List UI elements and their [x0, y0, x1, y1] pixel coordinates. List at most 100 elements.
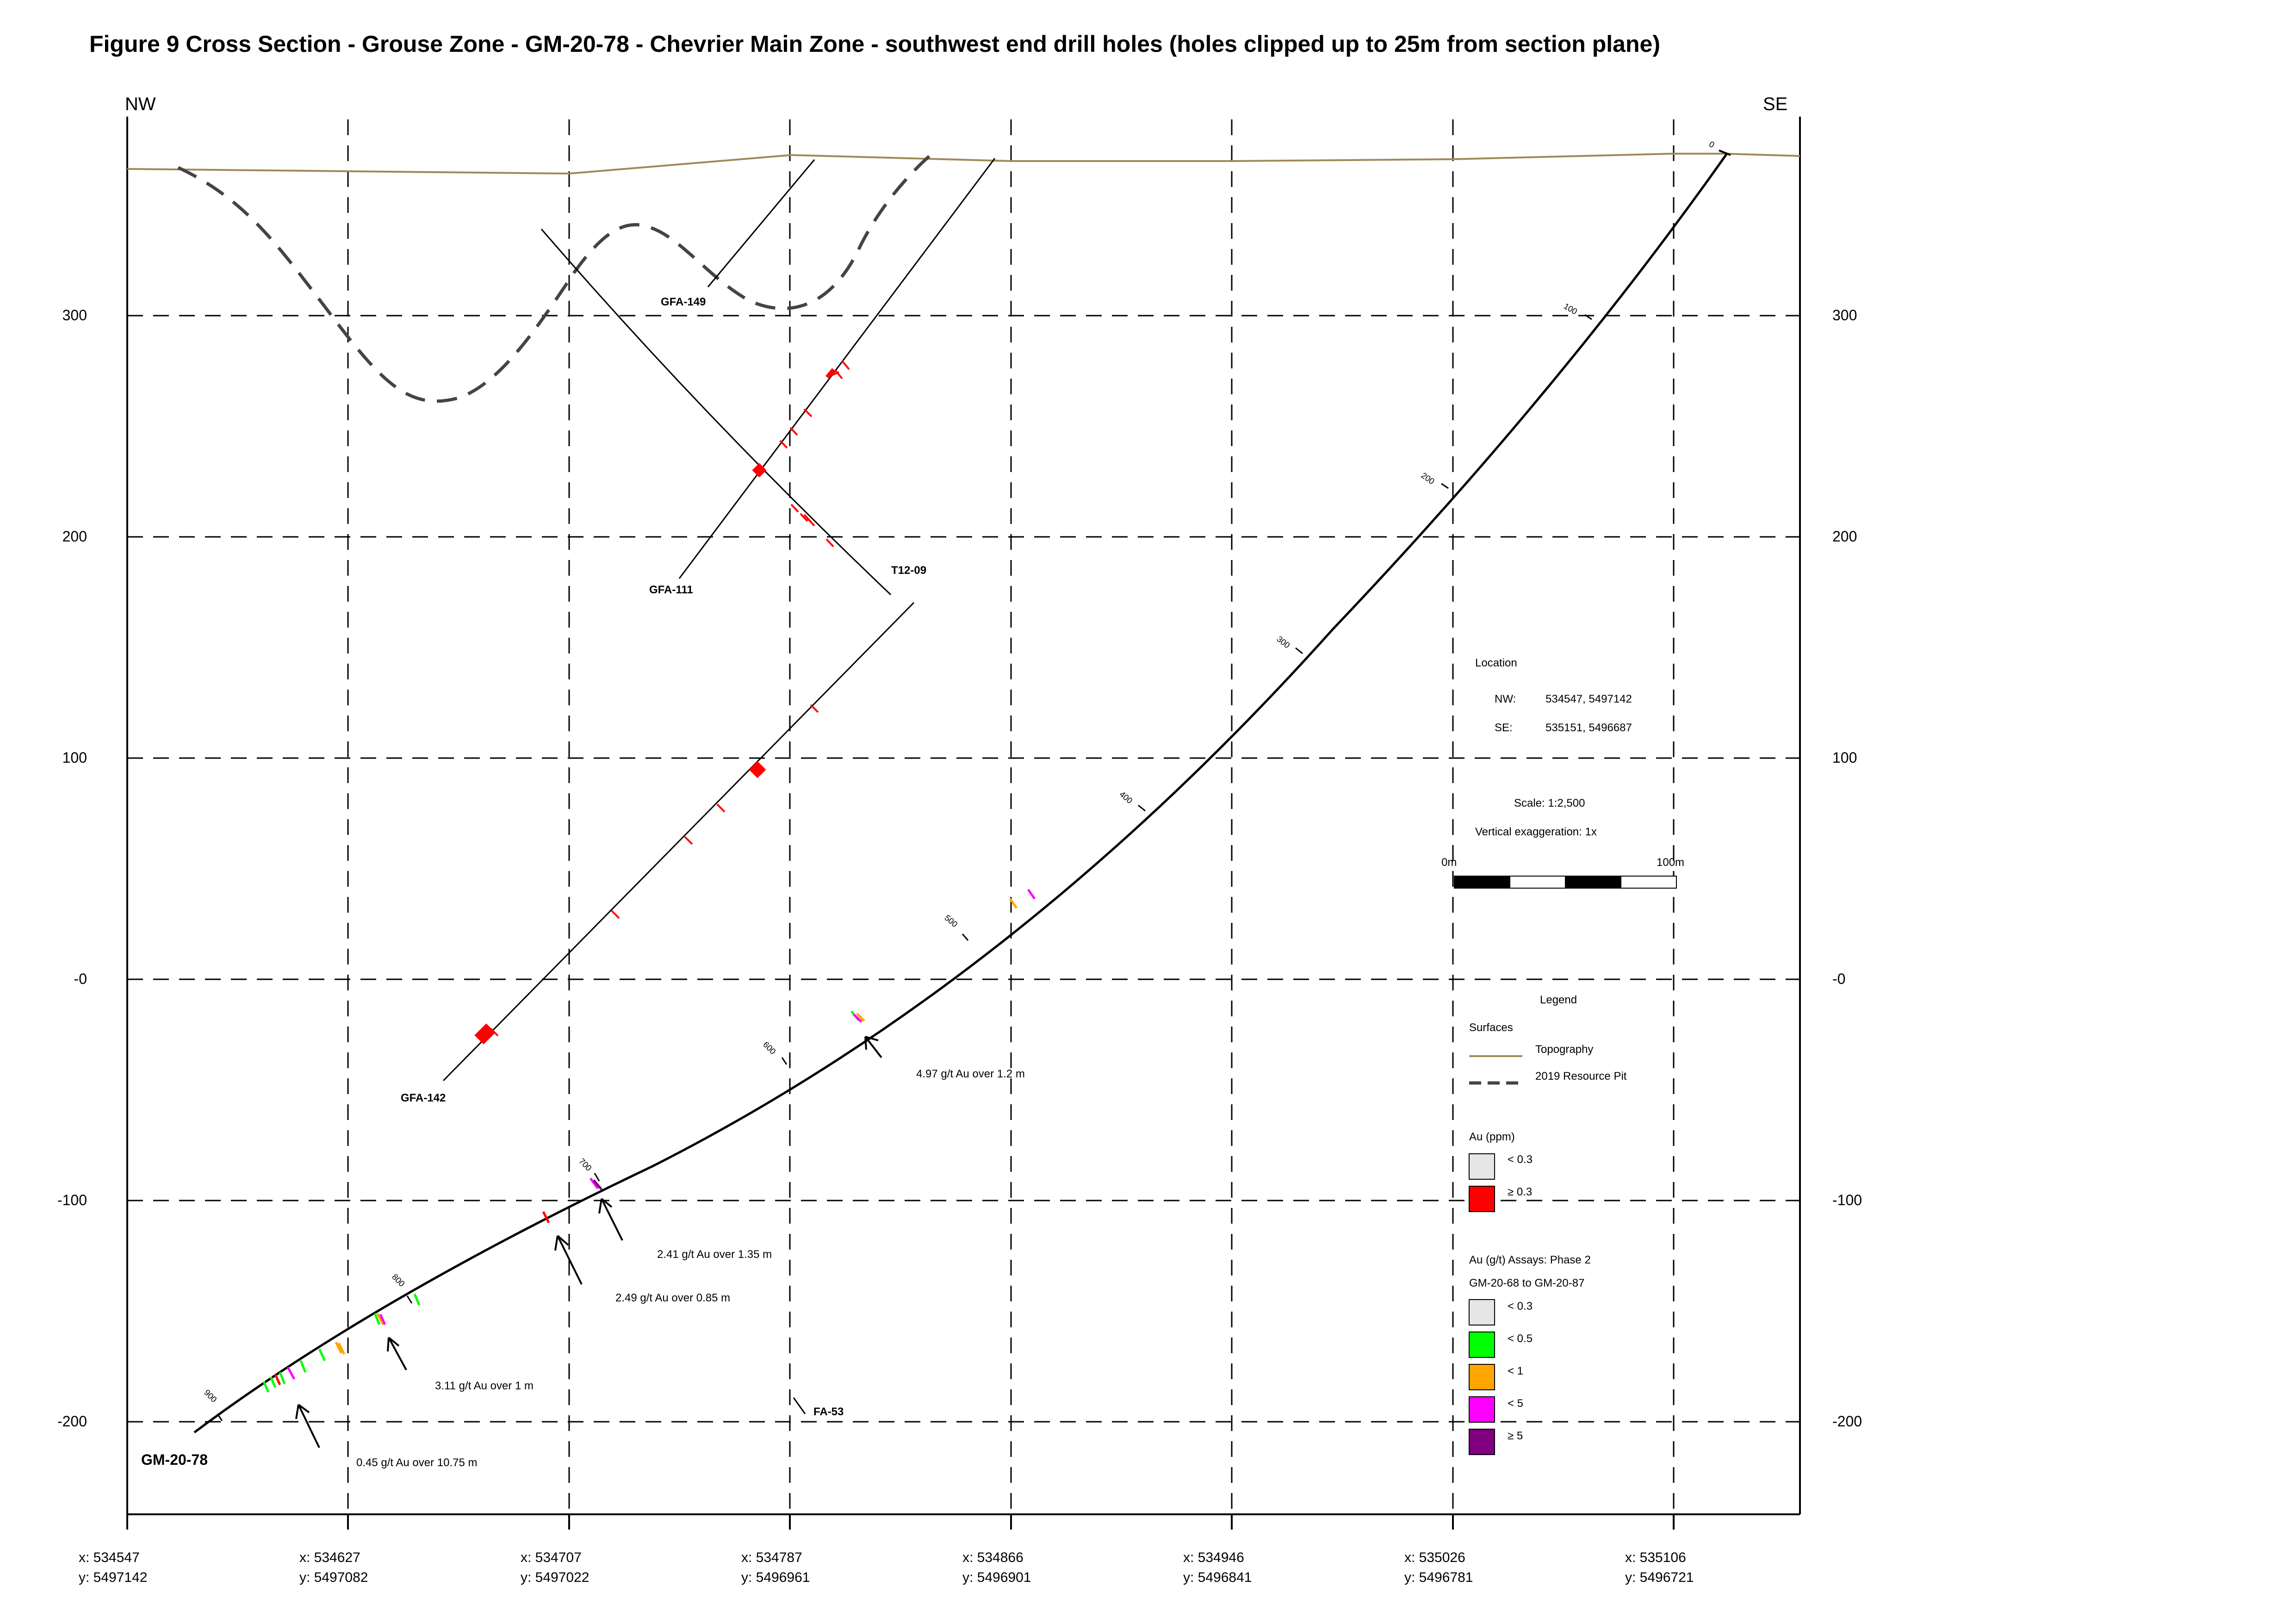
easting-x-label: x: 534866	[962, 1550, 1024, 1565]
legend-swatch	[1469, 1153, 1495, 1180]
elevation-label: -200	[57, 1413, 87, 1430]
easting-x-label: x: 534787	[741, 1550, 802, 1565]
location-heading: Location	[1475, 657, 1517, 669]
elevation-label: 300	[1832, 307, 1857, 324]
collar-tick-gm-20-78	[1719, 149, 1731, 156]
depth-label: 800	[390, 1272, 406, 1288]
depth-label: 300	[1275, 634, 1292, 650]
depth-label: 900	[202, 1388, 218, 1404]
legend-item-label: < 0.5	[1508, 1332, 1533, 1345]
elevation-label: 200	[62, 528, 87, 545]
elevation-labels-right: 300 200 100 -0 -100 -200	[1832, 307, 1862, 1430]
assay-block	[474, 1023, 496, 1045]
hole-label-gm-20-78: GM-20-78	[141, 1451, 208, 1468]
legend-item-label: < 0.3	[1508, 1300, 1533, 1313]
location-nw-label: NW:	[1495, 693, 1516, 705]
direction-se: SE	[1763, 94, 1787, 114]
easting-x-label: x: 535026	[1404, 1550, 1465, 1565]
elevation-label: -200	[1832, 1413, 1862, 1430]
assay-intervals-phase-2	[262, 889, 1036, 1393]
elevation-label: -100	[57, 1192, 87, 1208]
drill-hole-traces	[193, 149, 1731, 1434]
legend-swatch	[1469, 1332, 1495, 1358]
easting-labels: x: 534547 y: 5497142 x: 534627 y: 549708…	[79, 1550, 1694, 1585]
easting-x-label: x: 535106	[1625, 1550, 1686, 1565]
legend-swatch	[1469, 1299, 1495, 1325]
scale-end-label: 100m	[1657, 856, 1684, 869]
easting-y-label: y: 5497022	[521, 1570, 589, 1585]
assay-block	[825, 368, 836, 379]
legend-swatch	[1469, 1364, 1495, 1390]
legend-assay-heading: Au (g/t) Assays: Phase 2	[1469, 1254, 1591, 1266]
legend-pit-label: 2019 Resource Pit	[1535, 1070, 1627, 1083]
depth-labels: 0 100 200 300 400 500 600 700 800 900	[202, 139, 1716, 1404]
section-frame	[126, 117, 1801, 1515]
easting-y-label: y: 5497082	[299, 1570, 368, 1585]
elevation-gridlines	[127, 315, 1800, 1423]
elevation-label: -0	[1832, 971, 1845, 987]
depth-label: 700	[577, 1157, 593, 1173]
legend-assay-subheading: GM-20-68 to GM-20-87	[1469, 1277, 1584, 1289]
elevation-label: 100	[62, 749, 87, 766]
hole-trace-gfa-149	[707, 159, 815, 287]
arrow-icon	[864, 1036, 882, 1058]
direction-nw: NW	[125, 94, 156, 114]
scale-panel: Scale: 1:2,500 Vertical exaggeration: 1x…	[1441, 797, 1684, 889]
intercept-annotation: 0.45 g/t Au over 10.75 m	[356, 1456, 478, 1469]
legend-topography-label: Topography	[1535, 1043, 1593, 1056]
location-se-value: 535151, 5496687	[1545, 722, 1632, 734]
scale-text: Scale: 1:2,500	[1514, 797, 1585, 809]
hole-trace-t12-09	[540, 229, 892, 596]
legend-item-label: < 5	[1508, 1397, 1523, 1410]
legend-swatch	[1469, 1429, 1495, 1455]
elevation-labels-left: 300 200 100 -0 -100 -200	[57, 307, 87, 1430]
location-se-label: SE:	[1495, 722, 1513, 734]
intercept-annotation: 2.41 g/t Au over 1.35 m	[657, 1248, 772, 1261]
easting-y-label: y: 5496721	[1625, 1570, 1694, 1585]
legend-panel: Legend Surfaces Topography 2019 Resource…	[1469, 994, 1627, 1455]
legend-surfaces-heading: Surfaces	[1469, 1021, 1513, 1034]
scale-start-label: 0m	[1441, 856, 1457, 869]
hole-label-fa-53: FA-53	[813, 1406, 844, 1418]
assay-block	[749, 761, 766, 778]
arrow-icon	[554, 1235, 583, 1285]
legend-heading: Legend	[1540, 994, 1577, 1006]
vertical-exaggeration: Vertical exaggeration: 1x	[1475, 826, 1597, 838]
intercept-arrows	[295, 1036, 882, 1448]
topography-line	[127, 153, 1800, 175]
location-panel: Location NW: 534547, 5497142 SE: 535151,…	[1475, 657, 1632, 734]
elevation-label: 100	[1832, 749, 1857, 766]
intercept-annotation: 4.97 g/t Au over 1.2 m	[916, 1068, 1025, 1080]
hole-trace-gfa-111	[678, 158, 996, 579]
hole-trace-gm-20-78	[193, 153, 1728, 1434]
resource-pit-outline	[177, 154, 931, 403]
arrow-icon	[598, 1198, 623, 1241]
easting-x-label: x: 534707	[521, 1550, 582, 1565]
hole-label-gfa-149: GFA-149	[661, 296, 706, 308]
legend-item-label: < 1	[1508, 1365, 1523, 1377]
elevation-label: -100	[1832, 1192, 1862, 1208]
location-nw-value: 534547, 5497142	[1545, 693, 1632, 705]
elevation-label: -0	[74, 971, 87, 987]
hole-label-gfa-111: GFA-111	[649, 584, 693, 596]
easting-x-label: x: 534547	[79, 1550, 140, 1565]
legend-au-ppm-heading: Au (ppm)	[1469, 1131, 1515, 1143]
hole-label-t12-09: T12-09	[891, 564, 926, 577]
hole-label-gfa-142: GFA-142	[401, 1092, 446, 1104]
depth-label: 0	[1707, 139, 1716, 149]
depth-label: 600	[761, 1040, 777, 1056]
easting-y-label: y: 5496961	[741, 1570, 810, 1585]
elevation-label: 200	[1832, 528, 1857, 545]
easting-x-label: x: 534946	[1183, 1550, 1244, 1565]
legend-item-label: ≥ 5	[1508, 1430, 1523, 1442]
depth-label: 200	[1420, 471, 1436, 486]
easting-x-label: x: 534627	[299, 1550, 360, 1565]
legend-swatch	[1469, 1396, 1495, 1423]
scale-bar	[1454, 876, 1677, 889]
depth-label: 400	[1117, 790, 1134, 806]
arrow-icon	[387, 1337, 407, 1370]
legend-item-label: < 0.3	[1508, 1153, 1533, 1166]
hole-trace-fa-53	[793, 1397, 806, 1414]
hole-trace-gfa-142	[442, 602, 915, 1082]
